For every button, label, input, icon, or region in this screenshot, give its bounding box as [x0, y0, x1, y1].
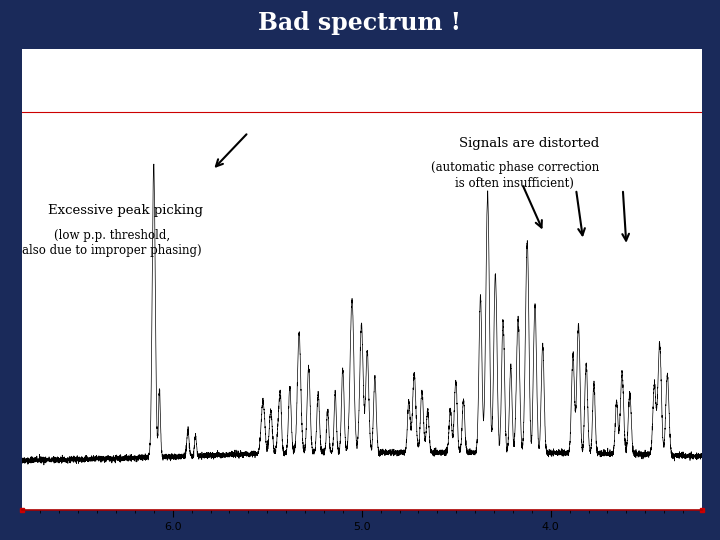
Text: Excessive peak picking: Excessive peak picking	[48, 204, 204, 217]
Text: Bad spectrum !: Bad spectrum !	[258, 11, 462, 35]
Text: (automatic phase correction
is often insufficient): (automatic phase correction is often ins…	[431, 161, 599, 190]
Text: (low p.p. threshold,
also due to improper phasing): (low p.p. threshold, also due to imprope…	[22, 229, 202, 257]
Text: Signals are distorted: Signals are distorted	[459, 137, 599, 150]
